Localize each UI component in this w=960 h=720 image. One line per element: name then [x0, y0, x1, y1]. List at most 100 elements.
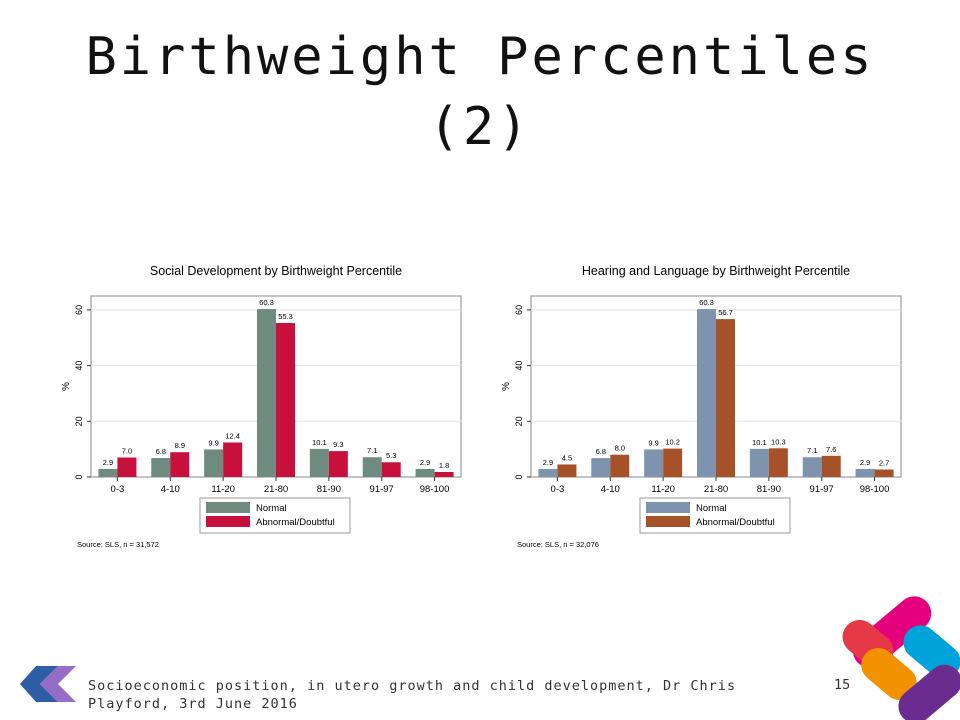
x-tick-label: 91-97 — [370, 484, 394, 495]
data-label: 9.9 — [208, 438, 218, 447]
x-tick-label: 4-10 — [601, 484, 620, 495]
source-note: Source: SLS, n = 32,076 — [517, 540, 599, 549]
x-tick-label: 0-3 — [111, 484, 125, 495]
title-line-1: Birthweight Percentiles — [85, 27, 875, 87]
data-label: 55.3 — [278, 312, 293, 321]
footer-logo-icon — [20, 666, 76, 702]
x-tick-label: 91-97 — [810, 484, 834, 495]
legend-swatch — [646, 516, 690, 527]
page-number: 15 — [834, 677, 851, 693]
bar-normal — [749, 448, 769, 477]
bar-normal — [538, 468, 558, 477]
data-label: 10.1 — [752, 438, 767, 447]
data-label: 2.7 — [879, 458, 889, 467]
data-label: 7.6 — [826, 445, 836, 454]
y-tick-label: 0 — [514, 474, 524, 479]
logo-blue-chevron — [20, 666, 58, 702]
legend-label: Normal — [696, 503, 727, 514]
bar-abnormal — [381, 462, 401, 477]
x-tick-label: 98-100 — [420, 484, 450, 495]
bar-normal — [204, 449, 224, 477]
y-tick-label: 60 — [514, 305, 524, 315]
bar-abnormal — [716, 319, 735, 477]
data-label: 6.8 — [596, 447, 606, 456]
x-tick-label: 4-10 — [161, 484, 180, 495]
data-label: 5.3 — [386, 451, 396, 460]
y-tick-label: 60 — [74, 305, 84, 315]
legend-swatch — [206, 502, 250, 513]
y-tick-label: 40 — [514, 361, 524, 371]
corner-logo-icon — [842, 596, 960, 720]
legend-label: Abnormal/Doubtful — [256, 517, 335, 528]
data-label: 9.9 — [648, 438, 658, 447]
bar-abnormal — [276, 323, 295, 477]
bar-normal — [415, 468, 435, 477]
x-tick-label: 11-20 — [651, 484, 675, 495]
data-label: 9.3 — [333, 440, 343, 449]
y-axis-label: % — [61, 382, 72, 391]
data-label: 1.8 — [439, 461, 449, 470]
data-label: 12.4 — [225, 431, 240, 440]
bar-abnormal — [821, 455, 841, 477]
footer-text: Socioeconomic position, in utero growth … — [88, 678, 737, 712]
data-label: 8.9 — [175, 441, 185, 450]
data-label: 60.3 — [259, 298, 274, 307]
title-line-2: (2) — [428, 97, 532, 157]
bar-abnormal — [328, 451, 348, 477]
y-tick-label: 20 — [74, 416, 84, 426]
chart-title: Social Development by Birthweight Percen… — [150, 264, 402, 278]
data-label: 2.9 — [103, 458, 113, 467]
x-tick-label: 21-80 — [704, 484, 728, 495]
x-tick-label: 11-20 — [211, 484, 235, 495]
x-tick-label: 98-100 — [860, 484, 890, 495]
legend-label: Abnormal/Doubtful — [696, 517, 775, 528]
data-label: 7.1 — [807, 446, 817, 455]
bar-normal — [98, 468, 118, 477]
bar-abnormal — [223, 442, 243, 477]
y-tick-label: 0 — [74, 474, 84, 479]
bar-normal — [802, 457, 822, 477]
bar-abnormal — [768, 448, 788, 477]
data-label: 10.1 — [312, 438, 327, 447]
x-tick-label: 81-90 — [317, 484, 341, 495]
data-label: 6.8 — [156, 447, 166, 456]
data-label: 2.9 — [860, 458, 870, 467]
logo-orange-bar — [861, 648, 917, 700]
bar-abnormal — [434, 471, 454, 477]
y-axis-label: % — [501, 382, 512, 391]
bar-normal — [257, 309, 276, 477]
chart-title: Hearing and Language by Birthweight Perc… — [582, 264, 850, 278]
data-label: 10.3 — [771, 437, 786, 446]
bar-normal — [151, 458, 171, 477]
bar-normal — [855, 468, 875, 477]
data-label: 56.7 — [718, 308, 733, 317]
bar-abnormal — [170, 452, 190, 477]
data-label: 60.3 — [699, 298, 714, 307]
legend-label: Normal — [256, 503, 287, 514]
data-label: 8.0 — [615, 444, 625, 453]
data-label: 2.9 — [543, 458, 553, 467]
social-development-chart: Social Development by Birthweight Percen… — [61, 264, 462, 549]
y-tick-label: 20 — [514, 416, 524, 426]
bar-abnormal — [557, 464, 577, 477]
hearing-language-chart: Hearing and Language by Birthweight Perc… — [501, 264, 902, 549]
bar-normal — [644, 449, 664, 477]
bar-abnormal — [663, 448, 683, 477]
data-label: 7.0 — [122, 447, 132, 456]
logo-purple-chevron — [40, 666, 76, 702]
logo-purple-bar — [898, 664, 960, 720]
source-note: Source: SLS, n = 31,572 — [77, 540, 159, 549]
bar-abnormal — [874, 469, 894, 477]
x-tick-label: 21-80 — [264, 484, 288, 495]
bar-abnormal — [610, 454, 630, 477]
data-label: 4.5 — [562, 453, 572, 462]
bar-normal — [309, 448, 329, 477]
bar-abnormal — [117, 457, 137, 477]
bar-normal — [591, 458, 611, 477]
data-label: 7.1 — [367, 446, 377, 455]
legend-swatch — [206, 516, 250, 527]
data-label: 2.9 — [420, 458, 430, 467]
x-tick-label: 81-90 — [757, 484, 781, 495]
legend-box — [199, 497, 351, 534]
legend-swatch — [646, 502, 690, 513]
